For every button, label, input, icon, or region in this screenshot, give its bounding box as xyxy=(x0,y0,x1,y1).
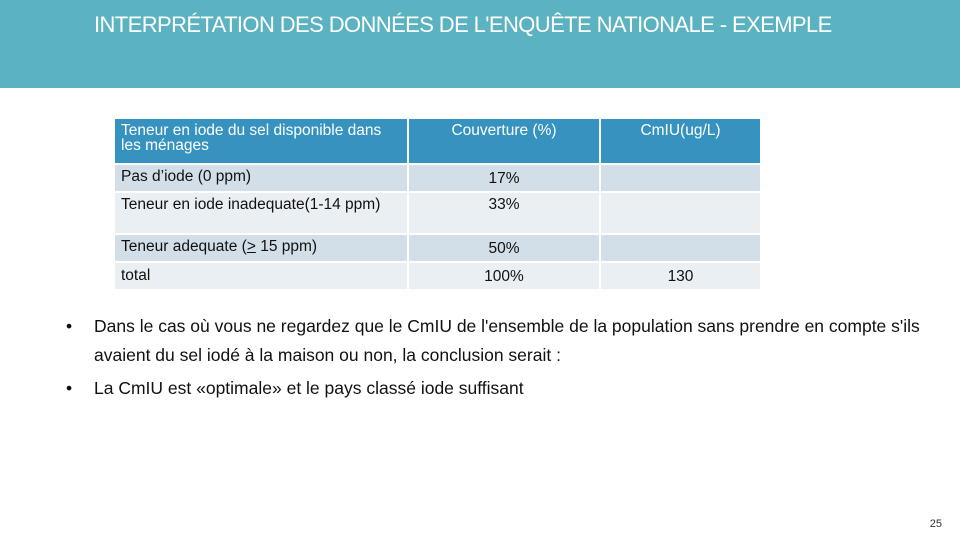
bullet-marker: • xyxy=(66,378,73,398)
row-label: Teneur en iode inadequate(1-14 ppm) xyxy=(113,191,409,235)
row-cmiu xyxy=(599,233,762,263)
label-prefix: Teneur adequate ( xyxy=(121,238,247,255)
row-cmiu xyxy=(599,191,762,235)
row-coverage: 17% xyxy=(407,163,601,193)
table-row: Teneur en iode inadequate(1-14 ppm) 33% xyxy=(113,191,762,235)
table-row: Teneur adequate (> 15 ppm) 50% xyxy=(113,233,762,263)
greater-or-equal-symbol: > xyxy=(246,238,256,255)
bullet-list: • Dans le cas où vous ne regardez que le… xyxy=(64,312,924,407)
header-coverage: Couverture (%) xyxy=(407,117,601,165)
iodine-data-table: Teneur en iode du sel disponible dans le… xyxy=(113,117,762,291)
page-number: 25 xyxy=(929,518,942,530)
row-cmiu xyxy=(599,163,762,193)
bullet-text: La CmIU est «optimale» et le pays classé… xyxy=(94,378,524,398)
bullet-text: Dans le cas où vous ne regardez que le C… xyxy=(94,316,920,365)
title-bar: Interprétation des données de l'enquête … xyxy=(0,0,960,88)
row-label: Teneur adequate (> 15 ppm) xyxy=(113,233,409,263)
label-suffix: 15 ppm) xyxy=(255,238,318,255)
row-coverage: 33% xyxy=(407,191,601,235)
bullet-item: • La CmIU est «optimale» et le pays clas… xyxy=(64,374,924,403)
bullet-item: • Dans le cas où vous ne regardez que le… xyxy=(64,312,924,370)
header-salt-iodine-content: Teneur en iode du sel disponible dans le… xyxy=(113,117,409,165)
slide-title: Interprétation des données de l'enquête … xyxy=(94,12,832,37)
row-label: Pas d’iode (0 ppm) xyxy=(113,163,409,193)
row-coverage: 100% xyxy=(407,261,601,291)
table-header-row: Teneur en iode du sel disponible dans le… xyxy=(113,117,762,165)
table-row: total 100% 130 xyxy=(113,261,762,291)
row-coverage: 50% xyxy=(407,233,601,263)
table-row: Pas d’iode (0 ppm) 17% xyxy=(113,163,762,193)
header-cmiu: CmIU(ug/L) xyxy=(599,117,762,165)
row-label: total xyxy=(113,261,409,291)
bullet-marker: • xyxy=(66,316,73,336)
row-cmiu: 130 xyxy=(599,261,762,291)
